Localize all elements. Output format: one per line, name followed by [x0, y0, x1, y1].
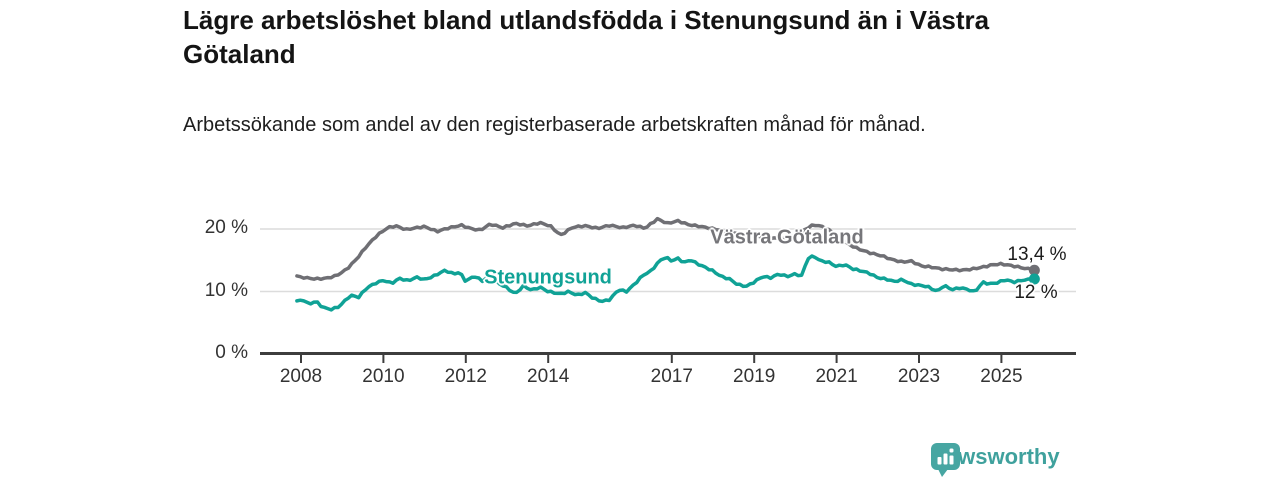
end-value-label-stenungsund: 12 % [1014, 282, 1058, 303]
x-axis-label: 2010 [362, 366, 405, 387]
y-axis-label: 10 % [204, 279, 248, 301]
series-end-dot-stenungsund [1028, 273, 1040, 285]
x-axis-label: 2023 [897, 366, 941, 387]
x-axis-label: 2019 [733, 366, 776, 387]
chart-subtitle: Arbetssökande som andel av den registerb… [183, 114, 926, 136]
series-label-stenungsund: Stenungsund [484, 266, 612, 289]
x-axis-label: 2012 [444, 366, 487, 387]
page-title: Lägre arbetslöshet bland utlandsfödda i … [183, 5, 990, 70]
newsworthy-logo: Newsworthy [930, 442, 1060, 477]
y-axis-label: 0 % [215, 342, 248, 363]
series-end-dot-vastra-gotaland [1028, 264, 1040, 276]
y-axis-label: 20 % [204, 217, 248, 238]
bar-chart-speech-bubble-icon [931, 443, 960, 477]
series-line-vastra-gotaland [295, 216, 1037, 282]
x-axis-label: 2025 [980, 366, 1023, 387]
x-axis-label: 2021 [815, 366, 858, 387]
series-label-vastra-gotaland: Västra Götaland [710, 226, 864, 249]
x-axis-label: 2017 [650, 366, 693, 387]
series-line-stenungsund [295, 254, 1037, 312]
x-axis-label: 2014 [527, 366, 570, 387]
end-value-label-vastra-gotaland: 13,4 % [1007, 244, 1067, 265]
x-axis-label: 2008 [279, 366, 323, 387]
